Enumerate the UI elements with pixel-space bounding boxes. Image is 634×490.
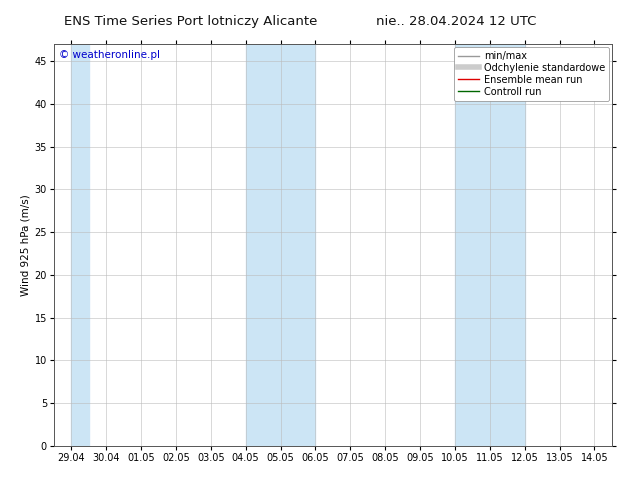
Text: nie.. 28.04.2024 12 UTC: nie.. 28.04.2024 12 UTC [377,15,536,28]
Bar [246,44,316,446]
Legend: min/max, Odchylenie standardowe, Ensemble mean run, Controll run: min/max, Odchylenie standardowe, Ensembl… [453,47,609,100]
Text: ENS Time Series Port lotniczy Alicante: ENS Time Series Port lotniczy Alicante [63,15,317,28]
Y-axis label: Wind 925 hPa (m/s): Wind 925 hPa (m/s) [20,194,30,296]
Text: © weatheronline.pl: © weatheronline.pl [60,50,160,60]
Bar [71,44,89,446]
Bar [455,44,525,446]
